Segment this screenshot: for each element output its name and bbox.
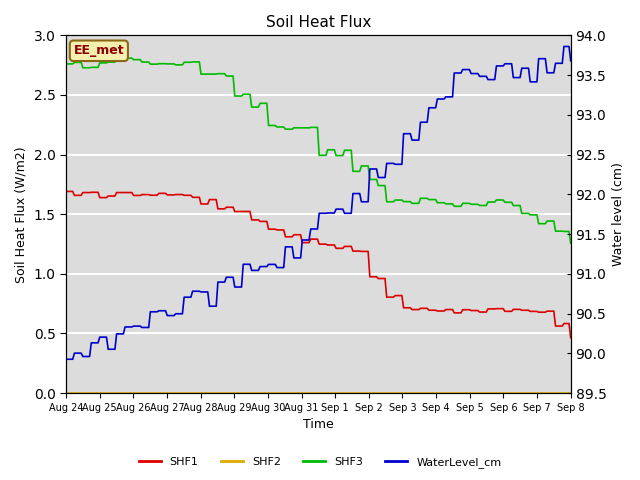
SHF1 <box>363 249 371 254</box>
SHF3 <box>567 240 575 246</box>
SHF2 <box>62 390 70 396</box>
Y-axis label: Water level (cm): Water level (cm) <box>612 162 625 266</box>
SHF2 <box>488 390 495 396</box>
Title: Soil Heat Flux: Soil Heat Flux <box>266 15 371 30</box>
WaterLevel_cm <box>560 44 568 49</box>
Line: SHF1: SHF1 <box>66 192 571 338</box>
WaterLevel_cm <box>488 77 495 83</box>
SHF1 <box>371 274 379 280</box>
Line: SHF3: SHF3 <box>66 58 571 243</box>
SHF1 <box>64 189 72 194</box>
SHF3 <box>113 55 120 61</box>
SHF3 <box>489 199 497 205</box>
SHF2 <box>361 390 369 396</box>
SHF3 <box>522 211 529 216</box>
WaterLevel_cm <box>62 356 70 362</box>
Line: WaterLevel_cm: WaterLevel_cm <box>66 47 571 359</box>
SHF2 <box>520 390 527 396</box>
WaterLevel_cm <box>371 166 379 172</box>
WaterLevel_cm <box>363 199 371 204</box>
WaterLevel_cm <box>361 199 369 204</box>
SHF1 <box>488 306 495 312</box>
Y-axis label: Soil Heat Flux (W/m2): Soil Heat Flux (W/m2) <box>15 146 28 283</box>
Legend: SHF1, SHF2, SHF3, WaterLevel_cm: SHF1, SHF2, SHF3, WaterLevel_cm <box>134 452 506 472</box>
WaterLevel_cm <box>567 58 575 64</box>
SHF1 <box>361 249 369 254</box>
X-axis label: Time: Time <box>303 419 333 432</box>
SHF2 <box>567 390 575 396</box>
SHF3 <box>64 61 72 67</box>
SHF1 <box>62 189 70 194</box>
SHF2 <box>363 390 371 396</box>
SHF2 <box>371 390 379 396</box>
SHF3 <box>364 163 372 169</box>
SHF3 <box>62 61 70 67</box>
SHF1 <box>567 335 575 341</box>
SHF2 <box>64 390 72 396</box>
SHF3 <box>372 177 380 182</box>
WaterLevel_cm <box>520 65 527 71</box>
Text: EE_met: EE_met <box>74 44 124 57</box>
SHF1 <box>520 307 527 313</box>
SHF3 <box>363 163 371 169</box>
WaterLevel_cm <box>64 356 72 362</box>
